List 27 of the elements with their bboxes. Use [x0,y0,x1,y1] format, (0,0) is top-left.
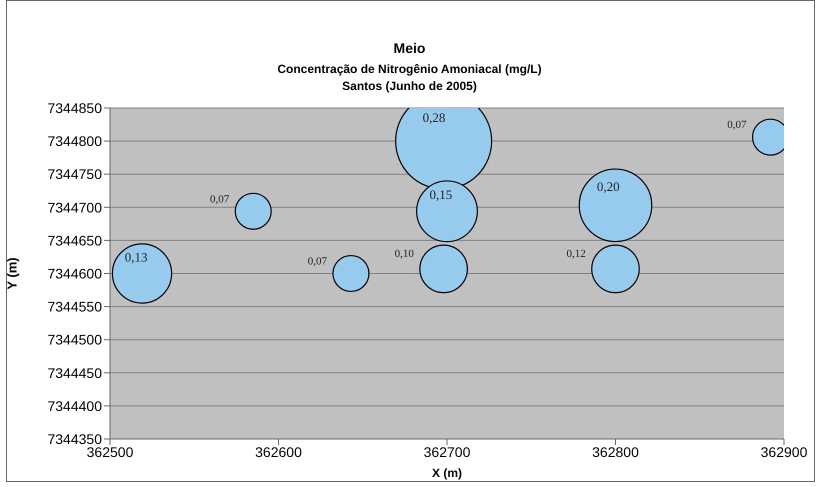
chart-title: Meio [392,40,426,56]
y-tick-label: 7344750 [47,166,102,182]
y-tick-label: 7344400 [47,398,102,414]
x-tick-label: 362900 [760,444,808,460]
y-tick-label: 7344450 [47,364,102,381]
annotation: 0,07 [210,193,230,206]
annotation: 0,07 [308,256,328,268]
x-tick-label: 362600 [255,444,302,460]
y-tick-label: 7344500 [47,332,102,348]
y-tick-label: 7344600 [47,265,102,282]
y-tick-label: 7344850 [47,100,102,116]
annotation: 0,10 [394,248,414,260]
annotation: 0,12 [566,248,586,260]
annotation: 0,28 [422,110,446,125]
annotation: 0,20 [596,178,620,194]
y-tick-label: 7344550 [47,298,102,315]
annotation: 0,13 [124,250,148,265]
x-axis-title: X (m) [432,466,462,480]
chart-subtitle: Concentração de Nitrogênio Amoniacal (mg/L) Santos (Junho de 2005) [276,62,543,93]
annotation: 0,07 [727,119,748,132]
x-tick-label: 362700 [424,444,471,460]
x-tick-label: 362800 [592,444,640,460]
y-axis-title: Y (m) [4,257,20,290]
y-tick-label: 7344800 [47,133,102,150]
y-tick-label: 7344700 [47,199,102,216]
y-tick-label: 7344650 [47,232,102,248]
annotation: 0,15 [430,187,452,202]
